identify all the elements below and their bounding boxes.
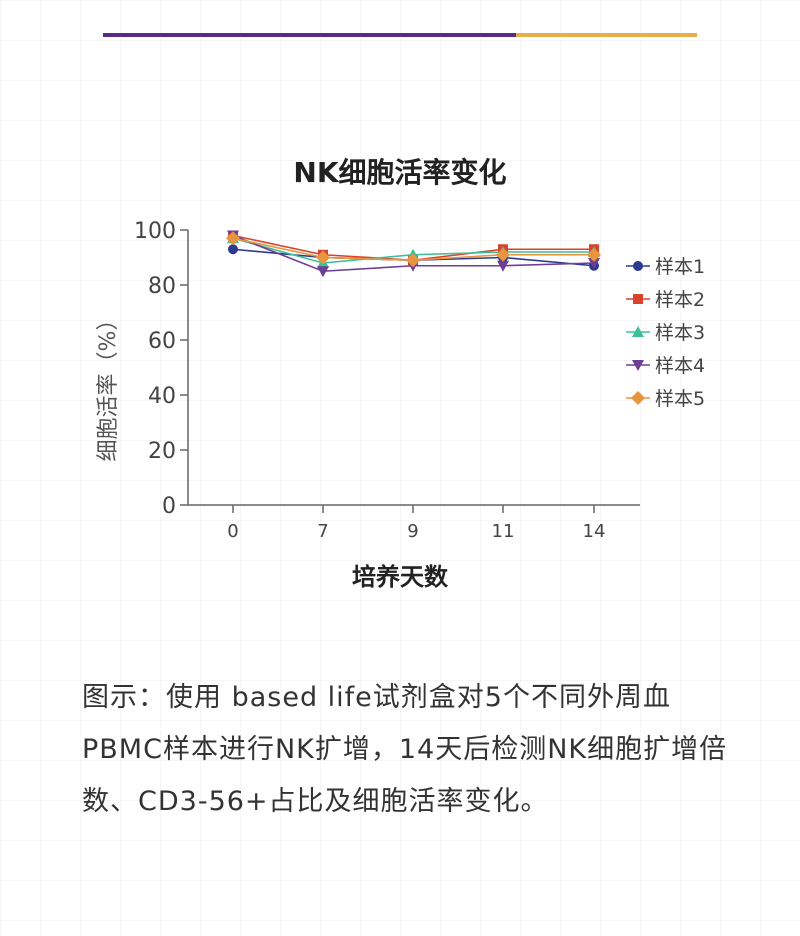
legend-item: 样本3 xyxy=(626,322,705,344)
legend-label: 样本4 xyxy=(655,355,705,377)
y-axis-label: 细胞活率（%） xyxy=(96,309,121,462)
data-point xyxy=(588,258,600,269)
y-tick-label: 100 xyxy=(134,219,176,244)
legend-label: 样本5 xyxy=(655,388,705,410)
legend-item: 样本1 xyxy=(626,256,705,278)
data-point xyxy=(587,247,601,262)
divider-purple-segment xyxy=(103,33,516,37)
legend-label: 样本2 xyxy=(655,289,705,311)
data-point xyxy=(226,231,240,246)
legend-item: 样本5 xyxy=(626,388,705,410)
data-point xyxy=(406,253,420,268)
data-point xyxy=(496,247,510,262)
legend-item: 样本2 xyxy=(626,289,705,311)
x-tick-label: 14 xyxy=(583,521,606,542)
line-chart: NK细胞活率变化 0 20 40 60 80 100 0 7 9 11 14 样本1 样本2 样本3 样本… xyxy=(96,156,705,591)
legend-label: 样本1 xyxy=(655,256,705,278)
legend-marker xyxy=(632,326,644,337)
legend-marker xyxy=(632,360,644,371)
y-tick-label: 40 xyxy=(148,384,176,409)
legend-item: 样本4 xyxy=(626,355,705,377)
data-point xyxy=(228,244,238,255)
x-axis-label: 培养天数 xyxy=(352,563,449,591)
top-divider xyxy=(103,33,697,37)
x-tick-label: 0 xyxy=(227,521,238,542)
chart-title: NK细胞活率变化 xyxy=(293,156,506,189)
data-point xyxy=(497,260,509,272)
legend-marker xyxy=(633,294,643,304)
data-point xyxy=(317,266,329,278)
y-tick-label: 80 xyxy=(148,274,176,299)
data-point xyxy=(316,250,330,265)
legend-label: 样本3 xyxy=(655,322,705,344)
x-tick-label: 9 xyxy=(407,521,418,542)
legend-marker xyxy=(633,261,643,271)
series-5 xyxy=(226,231,601,268)
x-tick-label: 11 xyxy=(492,521,515,542)
x-tick-label: 7 xyxy=(317,521,328,542)
divider-gold-segment xyxy=(516,33,697,37)
y-tick-label: 20 xyxy=(148,439,176,464)
legend-marker xyxy=(631,391,645,405)
figure-caption: 图示：使用 based life试剂盒对5个不同外周血PBMC样本进行NK扩增，… xyxy=(82,682,728,817)
y-tick-label: 60 xyxy=(148,329,176,354)
y-tick-label: 0 xyxy=(162,494,176,519)
